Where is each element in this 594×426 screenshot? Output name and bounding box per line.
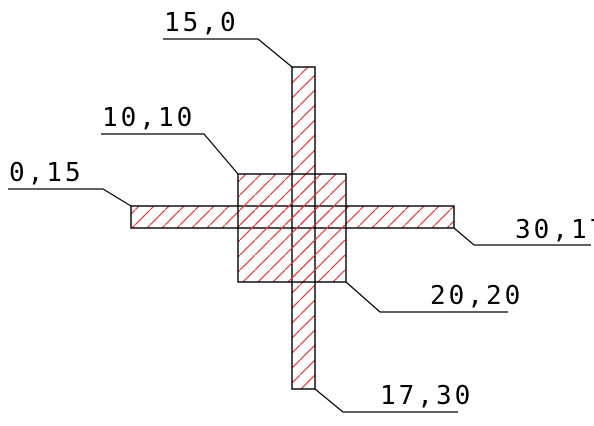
label-vertical-bar-bottom-right: 17,30 — [380, 381, 473, 411]
label-vertical-bar-top-left: 15,0 — [164, 8, 239, 38]
label-square-bottom-right: 20,20 — [430, 281, 523, 311]
leader-square-top-left — [101, 133, 239, 175]
leader-vertical-bar-top-left — [163, 38, 293, 68]
leader-horizontal-bar-top-left — [8, 188, 132, 207]
label-horizontal-bar-top-left: 0,15 — [9, 158, 84, 188]
leader-horizontal-bar-bottom-right — [453, 227, 591, 246]
leader-vertical-bar-bottom-right — [314, 388, 458, 413]
leader-square-bottom-right — [345, 281, 508, 313]
label-horizontal-bar-bottom-right: 30,17 — [515, 215, 594, 245]
label-square-top-left: 10,10 — [102, 103, 195, 133]
center-square — [237, 173, 347, 283]
